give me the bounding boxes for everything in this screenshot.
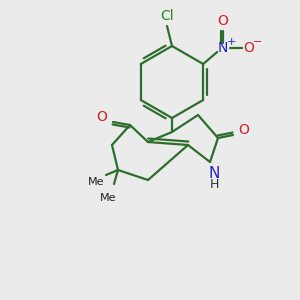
Text: H: H <box>209 178 219 190</box>
Text: N: N <box>208 167 220 182</box>
Text: N: N <box>218 41 228 55</box>
Text: O: O <box>218 14 229 28</box>
Text: O: O <box>97 110 107 124</box>
Text: Me: Me <box>88 177 104 187</box>
Text: Me: Me <box>100 193 116 203</box>
Text: +: + <box>226 37 236 47</box>
Text: O: O <box>238 123 249 137</box>
Text: −: − <box>253 37 262 47</box>
Text: Cl: Cl <box>160 9 174 23</box>
Text: O: O <box>244 41 255 55</box>
